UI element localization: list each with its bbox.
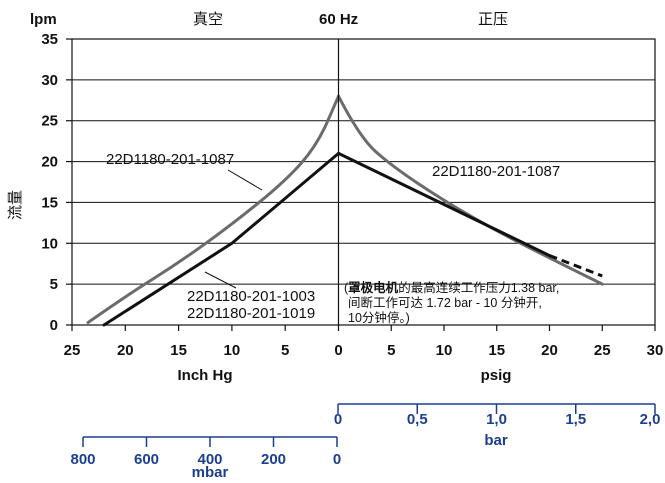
x-tick-label: 10: [436, 342, 453, 359]
pressure-header: 正压: [478, 11, 508, 28]
plot-frame: [71, 38, 656, 326]
x-tick-label: 0: [334, 342, 342, 359]
bar-tick-label: 1,0: [486, 411, 507, 428]
y-tick-label: 30: [41, 72, 58, 89]
y-tick-label: 10: [41, 235, 58, 252]
vacuum-header: 真空: [193, 10, 223, 28]
mbar-tick-label: 800: [70, 451, 95, 468]
x-tick-label: 20: [117, 342, 134, 359]
x-tick-label: 30: [647, 342, 664, 359]
x-tick-label: 15: [170, 342, 187, 359]
frequency-header: 60 Hz: [319, 11, 358, 28]
y-unit-label: lpm: [30, 11, 57, 28]
mbar-tick-label: 0: [333, 451, 341, 468]
leader-black: [204, 271, 237, 289]
series-lines: [86, 94, 604, 327]
x-axis-right-title: psig: [481, 367, 512, 384]
series-line-pressure: [337, 94, 604, 286]
series-line-dashed: [548, 254, 603, 278]
x-tick-label: 15: [488, 342, 505, 359]
x-tick-labels: 25 20 15 10 5 0 5 10 15 20 25 30: [64, 342, 664, 359]
x-tick-label: 5: [281, 342, 289, 359]
bar-tick-label: 0: [334, 411, 342, 428]
x-tick-label: 5: [387, 342, 395, 359]
mbar-tick-label: 400: [197, 451, 222, 468]
y-axis-title: 流量: [7, 190, 24, 220]
series-line-vacuum: [102, 151, 340, 327]
series-label-gray-right: 22D1180-201-1087: [432, 163, 560, 180]
y-tick-label: 20: [41, 154, 58, 171]
mbar-tick-label: 200: [261, 451, 286, 468]
y-tick-labels: 0 5 10 15 20 25 30 35: [41, 31, 58, 334]
series-label-gray-left: 22D1180-201-1087: [106, 151, 234, 168]
y-tick-label: 25: [41, 113, 58, 130]
y-tick-label: 5: [50, 276, 58, 293]
leader-gray-left: [227, 169, 263, 191]
x-tick-label: 10: [224, 342, 241, 359]
mbar-tick-label: 600: [134, 451, 159, 468]
series-line-vacuum: [86, 94, 340, 325]
x-axis-left-title: Inch Hg: [178, 367, 233, 384]
bar-axis-title: bar: [484, 432, 508, 449]
bar-tick-label: 0,5: [407, 411, 428, 428]
mbar-axis: 800 600 400 200 0: [70, 436, 341, 468]
x-tick-label: 25: [594, 342, 611, 359]
y-tick-label: 15: [41, 194, 58, 211]
annotation-open-paren: (: [344, 281, 349, 295]
y-tick-label: 35: [41, 31, 58, 48]
annotation-line-1-rest: 的最高连续工作压力1.38 bar,: [398, 280, 559, 295]
bar-tick-label: 2,0: [640, 411, 661, 428]
y-tick-label: 0: [50, 317, 58, 334]
series-label-black-1: 22D1180-201-1003: [187, 288, 315, 305]
annotation-line-2: 间断工作可达 1.72 bar - 10 分钟开,: [348, 295, 542, 310]
annotation-line-3: 10分钟停。): [348, 310, 410, 325]
series-label-black-2: 22D1180-201-1019: [187, 305, 315, 322]
bar-tick-label: 1,5: [565, 411, 586, 428]
series-line-pressure: [337, 151, 551, 258]
annotation-bold: 罩极电机: [348, 280, 399, 295]
mbar-axis-title: mbar: [192, 464, 229, 481]
x-tick-label: 20: [541, 342, 558, 359]
x-tick-label: 25: [64, 342, 81, 359]
bar-axis: 0 0,5 1,0 1,5 2,0: [334, 403, 661, 428]
annotation-line-1: (罩极电机的最高连续工作压力1.38 bar,: [344, 280, 559, 295]
